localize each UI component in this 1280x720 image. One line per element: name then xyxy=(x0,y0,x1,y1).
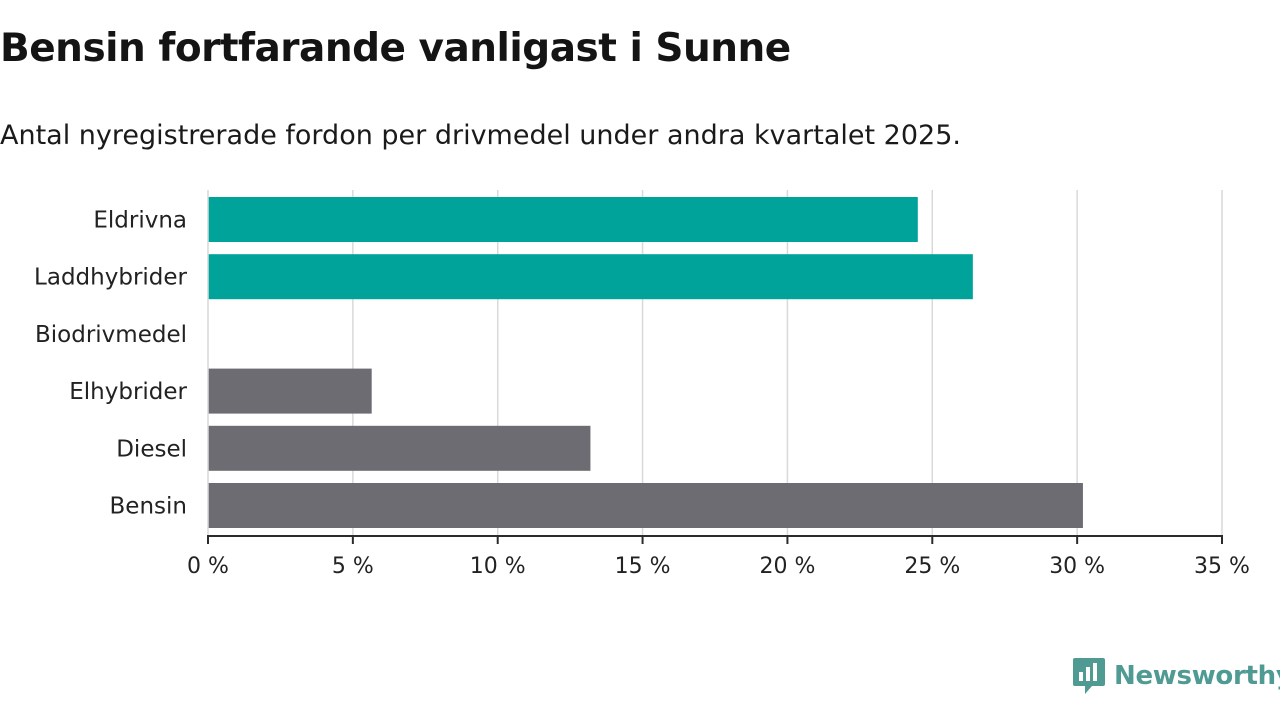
bar-laddhybrider xyxy=(208,254,973,300)
x-tick-label: 30 % xyxy=(1049,554,1105,579)
bar-bensin xyxy=(208,483,1083,528)
x-tick-label: 15 % xyxy=(615,554,671,579)
brand-name: Newsworthy xyxy=(1114,661,1280,691)
category-label: Bensin xyxy=(110,494,187,520)
bar-elhybrider xyxy=(208,368,372,414)
bar-eldrivna xyxy=(208,197,918,242)
x-tick-label: 25 % xyxy=(904,554,960,579)
x-tick-label: 5 % xyxy=(332,554,374,579)
category-label: Diesel xyxy=(116,436,187,462)
x-tick-label: 20 % xyxy=(759,554,815,579)
bar-diesel xyxy=(208,425,591,471)
brand-logo: Newsworthy xyxy=(1072,656,1280,696)
category-label: Laddhybrider xyxy=(34,265,187,291)
chart-title: Bensin fortfarande vanligast i Sunne xyxy=(0,26,791,71)
category-label: Biodrivmedel xyxy=(35,322,187,348)
x-tick-label: 0 % xyxy=(187,554,229,579)
x-tick-label: 35 % xyxy=(1194,554,1250,579)
category-label: Elhybrider xyxy=(69,379,187,405)
newsworthy-logo-icon xyxy=(1073,658,1105,694)
category-label: Eldrivna xyxy=(93,208,187,234)
x-tick-label: 10 % xyxy=(470,554,526,579)
chart-subtitle: Antal nyregistrerade fordon per drivmede… xyxy=(0,120,961,151)
